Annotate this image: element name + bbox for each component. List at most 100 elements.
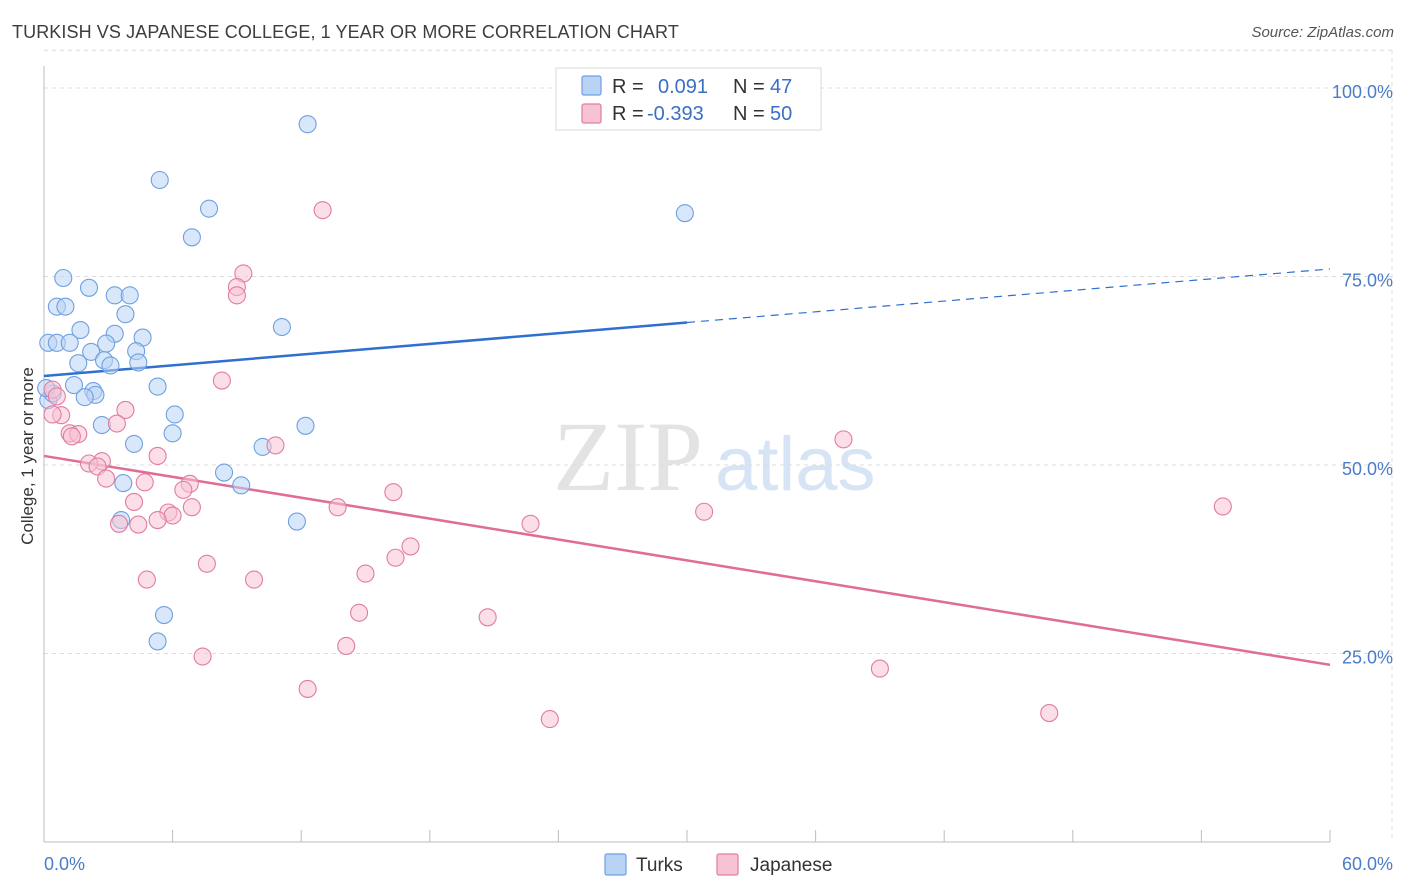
turks-point-0 — [298, 115, 317, 134]
chart-title: TURKISH VS JAPANESE COLLEGE, 1 YEAR OR M… — [12, 22, 679, 42]
turks-point-2 — [199, 199, 219, 218]
turks-point-5 — [54, 268, 73, 288]
japanese-point-4 — [212, 371, 231, 390]
y-tick-labels: 100.0% 75.0% 50.0% 25.0% — [1332, 82, 1393, 668]
turks-point-27 — [148, 377, 167, 396]
japanese-point-15 — [266, 436, 285, 455]
turks-point-30 — [75, 388, 94, 407]
japanese-point-38 — [197, 554, 216, 573]
legend-box: R = 0.091 N = 47 R = -0.393 N = 50 — [555, 67, 822, 131]
japanese-point-39 — [356, 564, 375, 583]
turks-point-8 — [120, 286, 139, 305]
turks-point-40 — [287, 512, 306, 531]
japanese-point-46 — [870, 659, 889, 678]
turks-point-38 — [232, 476, 251, 495]
legend-swatch-japanese — [581, 103, 602, 124]
bottom-legend-label-turks: Turks — [636, 855, 683, 876]
legend-r-label-japanese: R = — [612, 103, 644, 125]
y-tick-label-0: 100.0% — [1332, 82, 1393, 102]
turks-point-19 — [97, 334, 116, 353]
watermark-atlas: atlas — [715, 422, 876, 507]
japanese-point-34 — [109, 514, 129, 533]
bottom-legend-swatch-japanese — [716, 853, 739, 876]
japanese-point-13 — [62, 427, 81, 446]
turks-point-18 — [60, 333, 79, 352]
trend-line-turks — [43, 321, 688, 378]
japanese-point-0 — [313, 201, 332, 220]
japanese-point-28 — [695, 502, 714, 521]
japanese-point-42 — [350, 603, 369, 622]
turks-point-33 — [296, 416, 315, 435]
japanese-point-14 — [834, 430, 853, 449]
turks-point-31 — [165, 405, 184, 424]
turks-point-7 — [105, 286, 124, 305]
turks-point-4 — [182, 228, 201, 247]
y-tick-label-2: 50.0% — [1342, 459, 1393, 479]
trend-lines — [43, 268, 1331, 667]
japanese-point-37 — [386, 548, 405, 567]
japanese-point-25 — [124, 492, 144, 511]
japanese-point-44 — [337, 636, 356, 656]
turks-point-13 — [71, 320, 90, 340]
turks-point-3 — [675, 204, 694, 223]
legend-swatch-turks — [581, 75, 602, 96]
x-tick-max: 60.0% — [1342, 854, 1393, 874]
legend-r-value-japanese: -0.393 — [647, 103, 704, 125]
japanese-point-24 — [384, 483, 403, 502]
japanese-point-47 — [298, 679, 317, 698]
legend-n-label-japanese: N = — [733, 103, 765, 125]
source-credit: Source: ZipAtlas.com — [1251, 24, 1394, 41]
japanese-point-6 — [47, 387, 66, 406]
japanese-point-33 — [521, 514, 540, 533]
japanese-point-23 — [174, 480, 193, 499]
turks-point-35 — [124, 434, 144, 453]
bottom-legend-label-japanese: Japanese — [750, 855, 832, 876]
japanese-point-16 — [148, 446, 167, 466]
bottom-legend-swatch-turks — [604, 853, 627, 876]
japanese-point-45 — [193, 647, 212, 666]
japanese-point-11 — [107, 414, 126, 433]
y-tick-label-1: 75.0% — [1342, 271, 1393, 291]
japanese-point-21 — [135, 473, 154, 492]
turks-point-39 — [114, 474, 133, 493]
turks-point-1 — [150, 170, 169, 190]
trend-line-japanese — [43, 454, 1331, 667]
japanese-point-32 — [148, 510, 167, 530]
japanese-point-36 — [401, 537, 420, 556]
turks-point-22 — [69, 354, 88, 373]
legend-n-value-turks: 47 — [770, 76, 792, 98]
japanese-point-35 — [129, 515, 148, 534]
legend-n-value-japanese: 50 — [770, 103, 792, 125]
axes — [43, 66, 1331, 843]
japanese-point-49 — [540, 710, 559, 729]
legend-r-value-turks: 0.091 — [658, 76, 708, 98]
japanese-point-3 — [227, 286, 246, 305]
japanese-point-8 — [43, 405, 62, 424]
turks-point-11 — [116, 305, 135, 324]
japanese-point-27 — [328, 498, 347, 517]
turks-point-6 — [79, 278, 99, 297]
turks-point-10 — [56, 297, 75, 316]
japanese-point-40 — [137, 570, 156, 589]
bottom-legend: Turks Japanese — [604, 853, 832, 876]
japanese-point-43 — [478, 608, 497, 627]
japanese-point-41 — [244, 570, 264, 589]
watermark: ZIP atlas — [553, 401, 876, 512]
turks-point-12 — [272, 317, 291, 337]
y-axis-label: College, 1 year or more — [18, 367, 37, 545]
turks-point-26 — [64, 376, 84, 395]
japanese-point-26 — [182, 498, 201, 517]
japanese-point-31 — [163, 506, 182, 525]
legend-r-label-turks: R = — [612, 76, 644, 98]
turks-point-34 — [163, 424, 182, 443]
turks-point-25 — [101, 356, 120, 375]
japanese-point-48 — [1040, 704, 1059, 723]
legend-n-label-turks: N = — [733, 76, 765, 98]
x-tick-min: 0.0% — [44, 854, 85, 874]
turks-point-43 — [148, 632, 167, 651]
trend-line-extension-turks — [686, 268, 1331, 324]
turks-point-24 — [129, 353, 148, 372]
japanese-point-20 — [97, 469, 116, 488]
turks-point-32 — [92, 415, 111, 435]
